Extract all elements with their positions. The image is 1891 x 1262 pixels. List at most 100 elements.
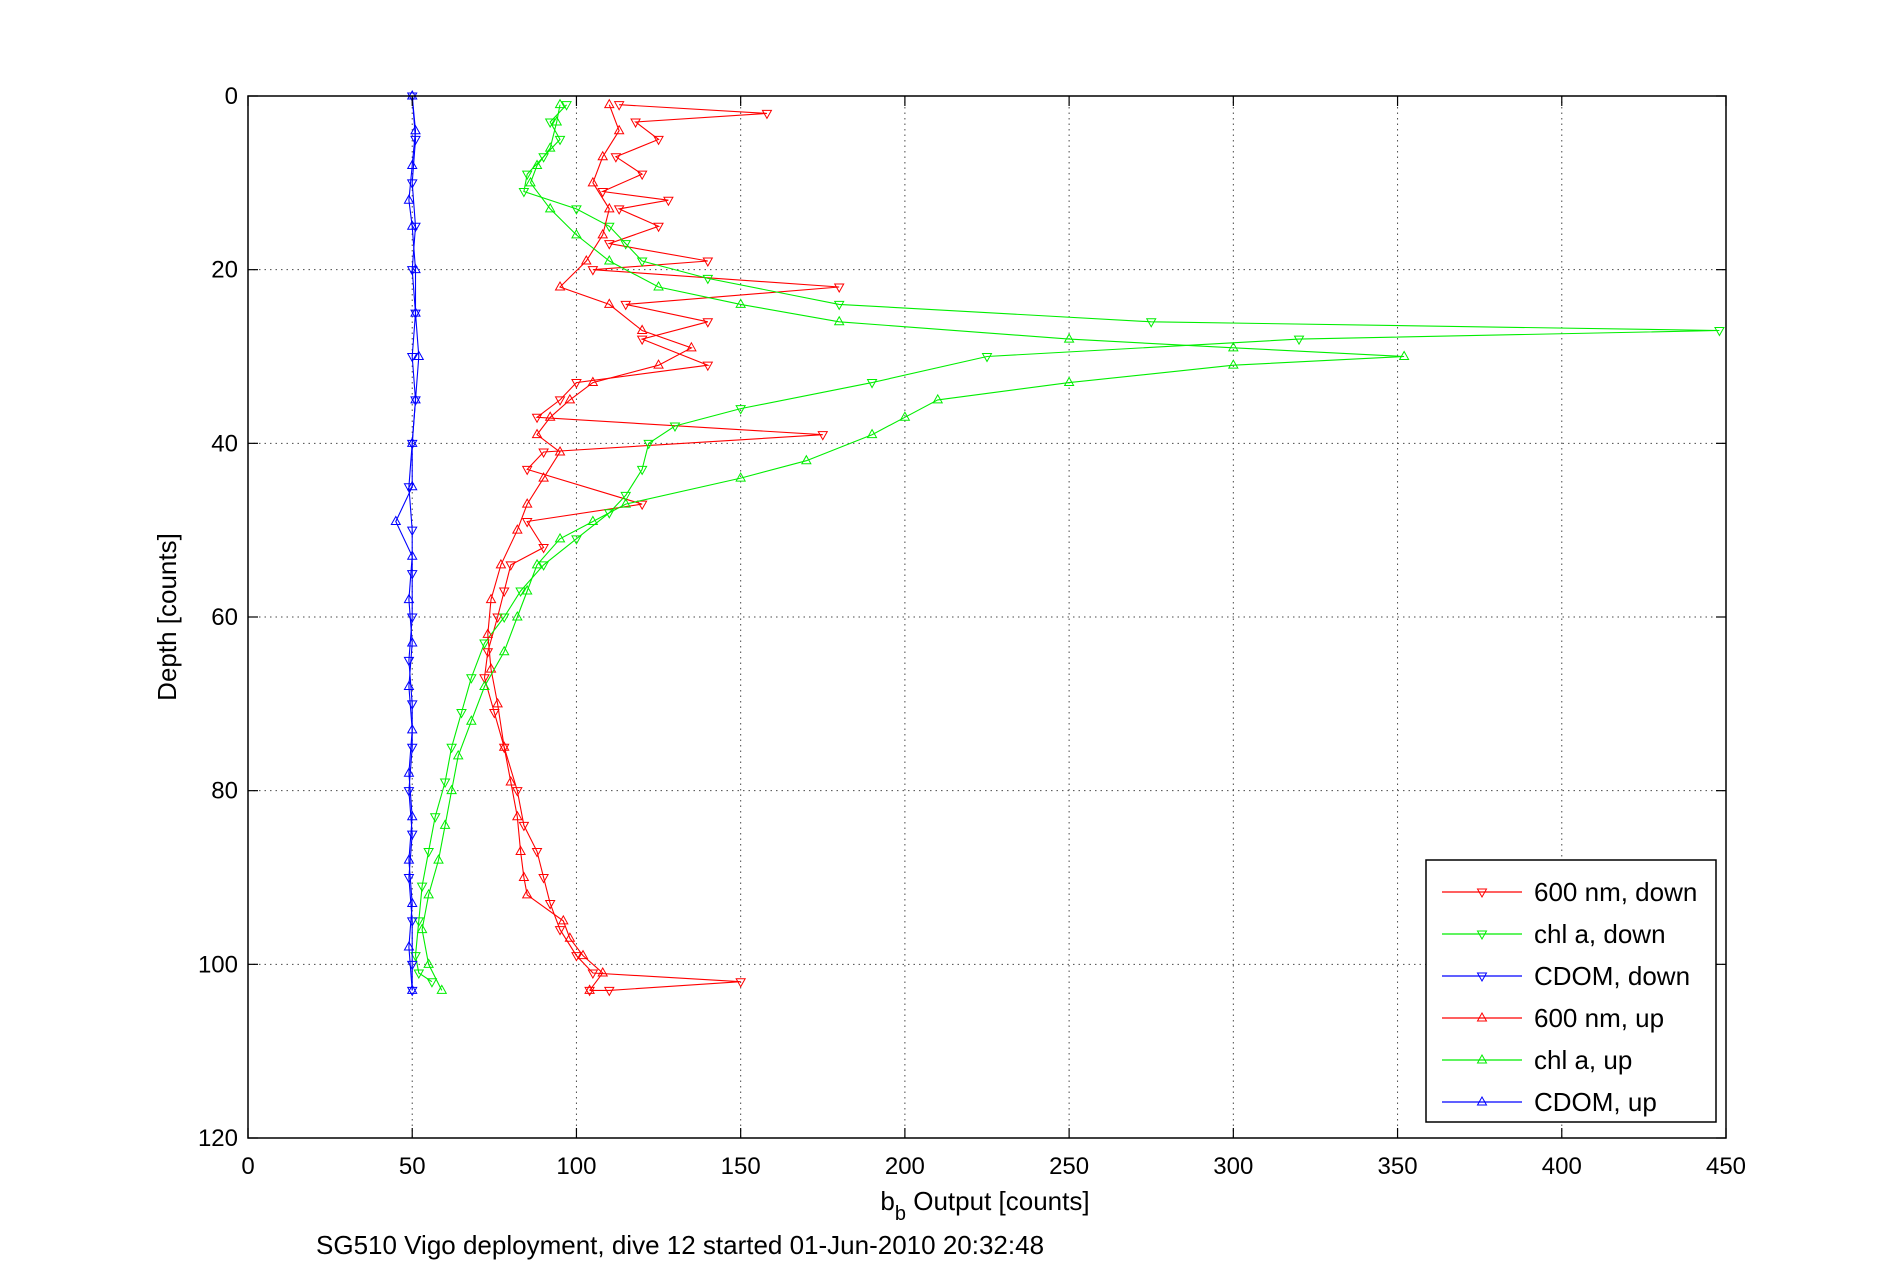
data-point — [429, 813, 441, 823]
y-tick-label: 100 — [198, 951, 238, 978]
y-axis-label: Depth [counts] — [152, 533, 182, 701]
data-point — [571, 228, 582, 239]
data-point — [669, 422, 681, 432]
data-point — [899, 411, 911, 421]
data-point — [485, 663, 497, 673]
data-point — [521, 517, 533, 528]
series-line — [483, 104, 840, 991]
data-point — [571, 952, 582, 962]
data-point — [403, 940, 415, 951]
x-tick-label: 150 — [721, 1153, 761, 1180]
data-point — [482, 628, 494, 638]
data-point — [538, 874, 549, 884]
data-point — [423, 958, 434, 968]
data-point — [531, 159, 543, 169]
data-point — [479, 680, 490, 690]
data-point — [981, 353, 993, 363]
data-point — [587, 176, 599, 187]
data-point — [406, 353, 418, 363]
data-point — [597, 150, 609, 161]
series-line — [414, 104, 1720, 983]
data-point — [403, 787, 415, 797]
data-point — [495, 558, 507, 569]
data-point — [446, 743, 457, 754]
data-point — [571, 205, 582, 215]
legend-item: 600 nm, down — [1442, 877, 1697, 907]
y-tick-label: 120 — [198, 1125, 238, 1152]
data-point — [663, 196, 674, 207]
data-point — [433, 854, 444, 864]
data-point — [492, 697, 503, 708]
legend-marker — [1476, 1095, 1488, 1106]
data-point — [1063, 333, 1075, 343]
data-point — [521, 465, 533, 476]
data-point — [587, 266, 599, 276]
data-point — [610, 153, 622, 163]
data-point — [485, 593, 497, 604]
legend-box — [1425, 859, 1717, 1123]
data-point — [531, 558, 543, 569]
data-point — [653, 359, 664, 369]
data-point — [613, 124, 625, 135]
data-point — [521, 584, 533, 595]
data-point — [498, 645, 510, 656]
data-point — [613, 205, 625, 215]
data-point — [518, 188, 530, 198]
data-point — [761, 109, 773, 120]
data-point — [403, 854, 415, 864]
legend-marker — [1476, 888, 1488, 899]
y-tick-label: 20 — [211, 257, 238, 284]
data-point — [531, 847, 543, 858]
data-point — [584, 984, 595, 994]
data-point — [833, 300, 845, 311]
y-tick-label: 60 — [211, 604, 238, 631]
data-point — [406, 92, 418, 103]
data-point — [636, 335, 648, 346]
data-point — [554, 532, 566, 543]
legend-label: 600 nm, down — [1534, 877, 1697, 907]
data-point — [413, 350, 425, 360]
data-point — [561, 101, 572, 111]
data-point — [479, 639, 490, 650]
data-point — [577, 949, 589, 960]
data-point — [702, 318, 714, 328]
data-point — [544, 900, 556, 910]
data-point — [587, 376, 599, 387]
data-point — [531, 428, 543, 439]
data-point — [620, 300, 632, 311]
x-axis-label-main: b — [880, 1186, 894, 1216]
data-point — [603, 254, 615, 265]
data-point — [452, 749, 464, 760]
x-tick-label: 200 — [885, 1153, 925, 1180]
x-axis-label: bb Output [counts] — [880, 1186, 1089, 1225]
series-cdom-up — [390, 89, 425, 994]
data-point — [498, 741, 510, 751]
data-point — [416, 923, 428, 934]
legend-item: CDOM, up — [1442, 1087, 1657, 1117]
data-point — [465, 715, 477, 725]
legend-item: 600 nm, up — [1442, 1003, 1664, 1033]
data-point — [1227, 341, 1239, 352]
data-point — [538, 561, 549, 571]
data-point — [735, 978, 747, 988]
series-600-nm-down — [479, 101, 845, 997]
data-point — [538, 153, 549, 163]
data-point — [544, 202, 556, 213]
y-tick-label: 80 — [211, 778, 238, 805]
data-point — [538, 472, 549, 482]
data-point — [636, 257, 648, 268]
data-point — [538, 544, 549, 554]
data-point — [587, 515, 599, 525]
data-point — [413, 969, 425, 980]
data-point — [1145, 318, 1157, 328]
data-point — [406, 723, 418, 734]
data-point — [735, 405, 747, 415]
x-axis-label-subscript: b — [895, 1203, 906, 1225]
data-point — [603, 240, 615, 250]
series-chl-a-up — [416, 98, 1410, 994]
data-point — [406, 159, 418, 169]
data-point — [554, 135, 566, 146]
data-point — [587, 969, 599, 980]
data-point — [423, 847, 434, 858]
data-point — [584, 986, 595, 997]
